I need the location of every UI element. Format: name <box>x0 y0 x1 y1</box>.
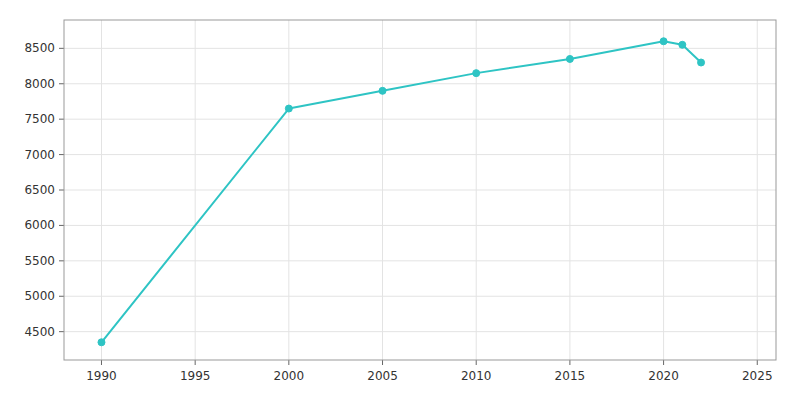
y-tick-label: 4500 <box>24 325 55 339</box>
axes: 1990 1995 2000 2005 2010 2015 2020 2025 4500 5000… <box>24 20 776 383</box>
y-grid-line <box>64 331 776 332</box>
x-tick-label: 2020 <box>648 369 679 383</box>
point <box>379 87 386 94</box>
series <box>98 38 705 346</box>
point <box>698 59 705 66</box>
y-grid-line <box>64 154 776 155</box>
y-grid-line <box>64 260 776 261</box>
y-tick <box>59 154 64 155</box>
y-tick <box>59 331 64 332</box>
y-tick-label: 5000 <box>24 289 55 303</box>
x-tick <box>288 360 289 365</box>
x-tick-label: 2010 <box>461 369 492 383</box>
x-tick <box>195 360 196 365</box>
y-tick-label: 6500 <box>24 183 55 197</box>
y-tick <box>59 190 64 191</box>
point <box>285 105 292 112</box>
y-grid-line <box>64 225 776 226</box>
x-tick <box>757 360 758 365</box>
y-tick-label: 7000 <box>24 148 55 162</box>
y-grid-line <box>64 296 776 297</box>
point <box>566 55 573 62</box>
line <box>101 41 701 342</box>
x-tick <box>569 360 570 365</box>
y-grid-line <box>64 119 776 120</box>
x-tick <box>663 360 664 365</box>
chart: 1990 1995 2000 2005 2010 2015 2020 2025 4500 5000… <box>0 0 800 400</box>
point <box>679 41 686 48</box>
y-tick <box>59 225 64 226</box>
point <box>98 339 105 346</box>
chart-container: 1990 1995 2000 2005 2010 2015 2020 2025 4500 5000… <box>0 0 800 400</box>
x-tick-label: 1990 <box>86 369 117 383</box>
y-tick-label: 6000 <box>24 218 55 232</box>
x-tick-label: 2015 <box>555 369 586 383</box>
plot-frame <box>64 20 776 360</box>
y-tick <box>59 260 64 261</box>
y-tick <box>59 119 64 120</box>
x-tick-label: 2000 <box>274 369 305 383</box>
y-tick <box>59 296 64 297</box>
x-tick-label: 1995 <box>180 369 211 383</box>
y-tick-label: 8000 <box>24 77 55 91</box>
point <box>660 38 667 45</box>
x-tick <box>476 360 477 365</box>
y-tick <box>59 83 64 84</box>
x-tick <box>101 360 102 365</box>
grid <box>64 20 776 360</box>
x-tick <box>382 360 383 365</box>
x-tick-label: 2025 <box>742 369 773 383</box>
y-tick-label: 5500 <box>24 254 55 268</box>
y-tick-label: 8500 <box>24 41 55 55</box>
y-grid-line <box>64 190 776 191</box>
point <box>473 70 480 77</box>
x-tick-label: 2005 <box>367 369 398 383</box>
y-tick-label: 7500 <box>24 112 55 126</box>
y-grid-line <box>64 48 776 49</box>
y-tick <box>59 48 64 49</box>
